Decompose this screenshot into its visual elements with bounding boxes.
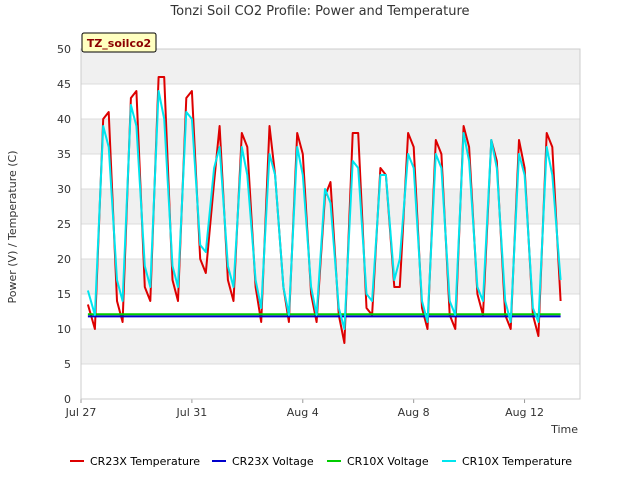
- site-tag: TZ_soilco2: [81, 32, 157, 53]
- y-axis-label: Power (V) / Temperature (C): [6, 150, 19, 303]
- series-line-cr10x-temperature: [86, 90, 562, 330]
- y-tick-label: 0: [64, 393, 71, 406]
- y-tick-label: 40: [57, 113, 71, 126]
- y-tick-label: 15: [57, 288, 71, 301]
- y-tick-label: 50: [57, 43, 71, 56]
- plot-frame: [80, 48, 581, 400]
- x-tick-label: Aug 12: [505, 406, 544, 419]
- y-tick-label: 25: [57, 218, 71, 231]
- series-lines: [86, 76, 562, 344]
- y-tick-label: 35: [57, 148, 71, 161]
- x-tick-labels: Jul 27 Jul 31 Aug 4 Aug 8 Aug 12: [65, 399, 544, 419]
- chart-title: Tonzi Soil CO2 Profile: Power and Temper…: [169, 4, 469, 19]
- grid-band: [81, 259, 580, 294]
- legend-label-cr23x-voltage: CR23X Voltage: [232, 455, 314, 468]
- grid-band: [81, 49, 580, 84]
- site-tag-label: TZ_soilco2: [87, 37, 151, 50]
- y-tick-labels: 0 5 10 15 20 25 30 35 40 45 50: [57, 43, 71, 406]
- legend-label-cr10x-temperature: CR10X Temperature: [462, 455, 572, 468]
- x-tick-label: Jul 31: [176, 406, 208, 419]
- y-tick-label: 45: [57, 78, 71, 91]
- legend-label-cr10x-voltage: CR10X Voltage: [347, 455, 429, 468]
- x-tick-label: Jul 27: [65, 406, 97, 419]
- y-tick-label: 10: [57, 323, 71, 336]
- legend: CR23X Temperature CR23X Voltage CR10X Volt…: [70, 455, 572, 468]
- legend-label-cr23x-temperature: CR23X Temperature: [90, 455, 200, 468]
- y-tick-label: 5: [64, 358, 71, 371]
- y-tick-label: 20: [57, 253, 71, 266]
- x-tick-label: Aug 8: [398, 406, 430, 419]
- x-tick-label: Aug 4: [287, 406, 319, 419]
- y-tick-label: 30: [57, 183, 71, 196]
- x-axis-label: Time: [550, 423, 578, 436]
- grid-band: [81, 329, 580, 364]
